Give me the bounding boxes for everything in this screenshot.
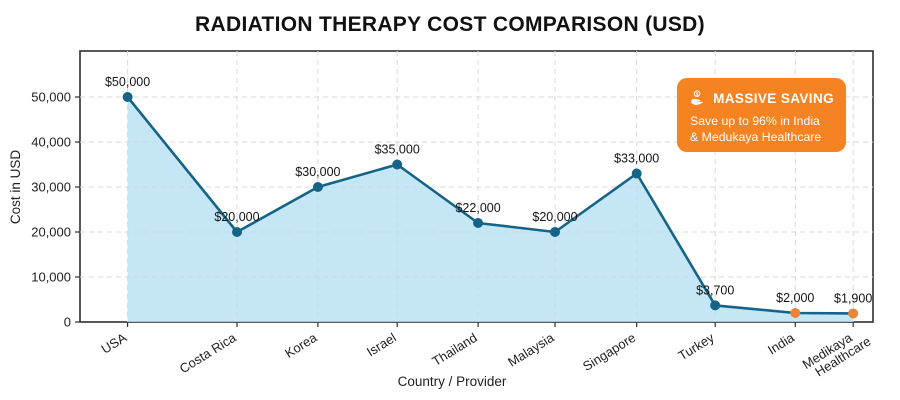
area-fill <box>127 97 854 322</box>
x-tick-label: Singapore <box>580 330 638 374</box>
data-point-marker <box>392 159 403 170</box>
x-tick-label: Korea <box>282 329 320 361</box>
y-tick-label: 50,000 <box>31 90 71 105</box>
x-tick-label: Thailand <box>429 330 479 369</box>
data-point-label: $30,000 <box>295 165 340 179</box>
x-tick-label: USA <box>99 330 130 357</box>
data-point-marker <box>550 227 561 237</box>
data-point-label: $1,900 <box>834 291 872 305</box>
data-point-marker <box>232 227 243 237</box>
y-tick-label: 0 <box>64 315 71 330</box>
x-tick-label: India <box>765 329 798 357</box>
y-tick-label: 10,000 <box>31 270 71 285</box>
cost-line <box>126 96 854 315</box>
data-point-marker <box>710 300 721 311</box>
y-axis-title: Cost in USD <box>8 150 23 225</box>
x-tick-label: MedikayaHealthcare <box>800 322 874 383</box>
data-point-marker <box>473 218 484 228</box>
data-point-marker <box>848 308 859 319</box>
data-point-label: $50,000 <box>105 75 150 89</box>
data-point-marker <box>631 168 642 179</box>
x-axis-title: Country / Provider <box>398 374 507 389</box>
chart-title: RADIATION THERAPY COST COMPARISON (USD) <box>195 13 705 36</box>
svg-text:$: $ <box>696 91 699 96</box>
x-tick-label: Turkey <box>676 330 718 364</box>
x-tick-label: Malaysia <box>505 329 557 369</box>
axis-ticks <box>75 96 854 327</box>
y-tick-label: 30,000 <box>31 180 71 195</box>
data-point-marker <box>312 182 323 192</box>
badge-header: $ MASSIVE SAVING <box>690 87 834 109</box>
data-point-label: $20,000 <box>214 210 259 224</box>
data-point-label: $2,000 <box>776 291 814 305</box>
data-point-label: $22,000 <box>455 201 500 215</box>
data-point-label: $20,000 <box>532 210 577 224</box>
data-point-label: $3,700 <box>696 283 734 297</box>
badge-title: MASSIVE SAVING <box>713 90 834 106</box>
data-point-label: $35,000 <box>375 143 420 157</box>
y-tick-label: 20,000 <box>31 225 71 240</box>
x-tick-label: Israel <box>364 330 399 360</box>
hand-coin-icon: $ <box>691 90 703 106</box>
data-point-marker <box>790 308 801 318</box>
badge-text-line1: Save up to 96% in India <box>690 114 820 128</box>
massive-saving-badge: $ MASSIVE SAVING Save up to 96% in India… <box>677 78 846 152</box>
data-point-label: $33,000 <box>614 152 659 166</box>
data-points: $50,000 $20,000 $30,000 $35,000 $22,000 $20,0… <box>105 75 872 319</box>
y-tick-label: 40,000 <box>31 135 71 150</box>
badge-text-line2: & Medukaya Healthcare <box>690 130 822 145</box>
data-point-marker <box>122 92 133 102</box>
x-tick-label: Costa Rica <box>177 329 240 376</box>
